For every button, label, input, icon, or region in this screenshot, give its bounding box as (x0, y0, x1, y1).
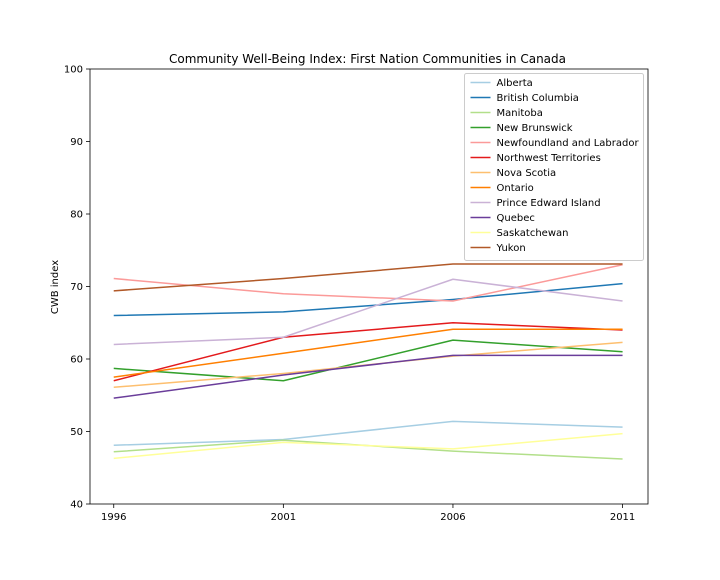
series-line-new-brunswick (113, 339, 623, 382)
x-tick-label: 2001 (271, 512, 296, 523)
series-line-alberta (113, 420, 623, 447)
legend-label: Northwest Territories (497, 153, 601, 164)
y-tick-label: 60 (70, 355, 83, 366)
axes: 40 50 60 70 80 90 100 1996 2001 2006 2011 (64, 65, 635, 524)
series-line-yukon (113, 263, 623, 292)
plot-frame (89, 68, 649, 505)
y-tick-label: 40 (70, 500, 83, 511)
y-axis-label: CWB index (50, 260, 61, 314)
legend: Alberta British Columbia Manitoba New Bruns… (464, 73, 644, 261)
series-line-newfoundland-and-labrador (113, 264, 623, 302)
legend-label: New Brunswick (497, 123, 573, 134)
series-line-british-columbia (113, 282, 623, 317)
legend-label: Manitoba (497, 108, 543, 119)
series-line-quebec (113, 354, 623, 399)
series-line-ontario (113, 328, 623, 378)
legend-label: Newfoundland and Labrador (497, 138, 640, 149)
legend-label: Ontario (497, 183, 534, 194)
legend-label: Saskatchewan (497, 228, 569, 239)
legend-label: British Columbia (497, 93, 579, 104)
y-tick-label: 70 (70, 282, 83, 293)
legend-label: Prince Edward Island (497, 198, 601, 209)
series-line-saskatchewan (113, 432, 623, 460)
legend-label: Nova Scotia (497, 168, 557, 179)
x-tick-label: 1996 (101, 512, 126, 523)
legend-label: Alberta (497, 78, 533, 89)
legend-label: Quebec (497, 213, 535, 224)
series-line-prince-edward-island (113, 278, 623, 346)
series-line-northwest-territories (113, 322, 623, 382)
y-tick-label: 80 (70, 210, 83, 221)
y-tick-label: 100 (64, 65, 83, 76)
series-lines (113, 263, 623, 460)
y-tick-label: 90 (70, 137, 83, 148)
legend-label: Yukon (496, 243, 526, 254)
chart-title: Community Well-Being Index: First Nation… (169, 52, 566, 66)
y-tick-label: 50 (70, 427, 83, 438)
legend-box (464, 73, 644, 261)
plot-border (89, 68, 649, 505)
x-tick-label: 2006 (440, 512, 465, 523)
x-tick-label: 2011 (610, 512, 635, 523)
